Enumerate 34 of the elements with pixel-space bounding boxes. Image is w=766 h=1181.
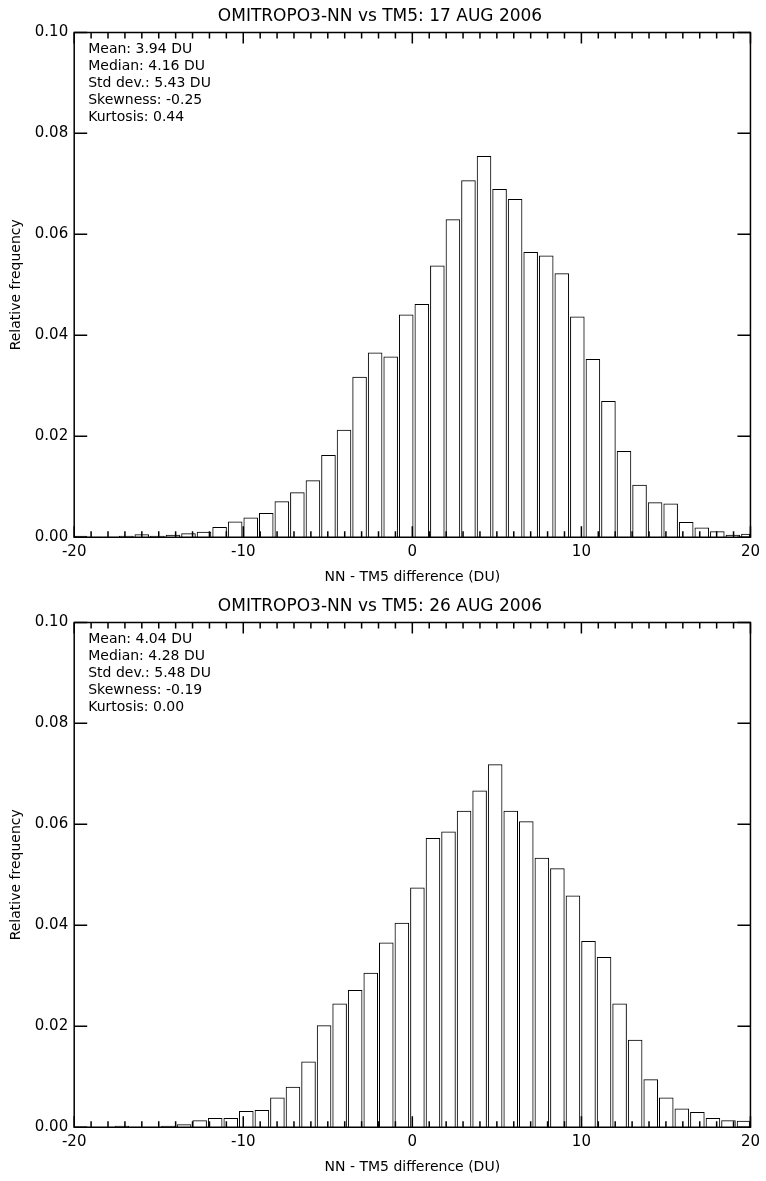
y-tick-label: 0.02 xyxy=(34,1016,69,1035)
y-tick-label: 0.06 xyxy=(34,224,69,243)
annotation: Mean: 3.94 DU xyxy=(88,40,193,57)
annotation: Std dev.: 5.48 DU xyxy=(88,664,211,681)
annotation: Kurtosis: 0.00 xyxy=(88,698,185,715)
x-tick-label: 0 xyxy=(407,1132,418,1151)
x-tick-label: 10 xyxy=(571,542,591,561)
y-tick-label: 0.08 xyxy=(34,123,69,142)
y-tick-label: 0.08 xyxy=(34,713,69,732)
x-tick-label: -10 xyxy=(231,542,256,561)
annotation: Skewness: -0.19 xyxy=(88,681,203,698)
annotation: Std dev.: 5.43 DU xyxy=(88,74,211,91)
annotation: Skewness: -0.25 xyxy=(88,91,203,108)
y-tick-label: 0.10 xyxy=(34,612,69,631)
x-axis-title: NN - TM5 difference (DU) xyxy=(324,568,501,585)
x-tick-label: 20 xyxy=(740,1132,760,1151)
y-axis-title: Relative frequency xyxy=(7,809,24,941)
x-tick-label: 20 xyxy=(740,542,760,561)
x-tick-label: -10 xyxy=(231,1132,256,1151)
chart-title: OMITROPO3-NN vs TM5: 17 AUG 2006 xyxy=(217,4,543,25)
y-tick-label: 0.10 xyxy=(34,22,69,41)
annotation: Kurtosis: 0.44 xyxy=(88,108,185,125)
y-tick-label: 0.06 xyxy=(34,814,69,833)
y-axis-title: Relative frequency xyxy=(7,219,24,351)
y-tick-label: 0.02 xyxy=(34,426,69,445)
x-tick-label: 10 xyxy=(571,1132,591,1151)
y-tick-label: 0.04 xyxy=(34,915,69,934)
y-tick-label: 0.04 xyxy=(34,325,69,344)
annotation: Median: 4.16 DU xyxy=(88,57,205,74)
annotation: Mean: 4.04 DU xyxy=(88,630,193,647)
annotation: Median: 4.28 DU xyxy=(88,647,205,664)
chart-title: OMITROPO3-NN vs TM5: 26 AUG 2006 xyxy=(217,594,543,615)
x-axis-title: NN - TM5 difference (DU) xyxy=(324,1158,501,1175)
x-tick-label: 0 xyxy=(407,542,418,561)
